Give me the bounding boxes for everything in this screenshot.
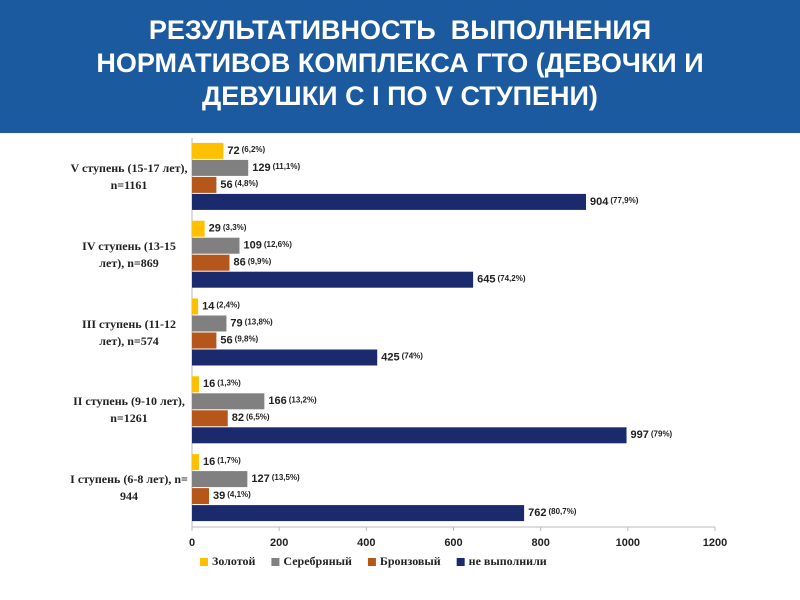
- legend-marker: [367, 558, 376, 566]
- percent-label: (12,6%): [264, 240, 292, 249]
- value-label: 425: [381, 351, 399, 363]
- percent-label: (74%): [402, 352, 424, 361]
- bar: [192, 271, 474, 288]
- legend-marker: [200, 558, 208, 566]
- percent-label: (6,5%): [246, 412, 270, 421]
- chart-title: РЕЗУЛЬТАТИВНОСТЬ ВЫПОЛНЕНИЯ НОРМАТИВОВ К…: [96, 15, 712, 111]
- percent-label: (77,9%): [610, 196, 638, 205]
- bar: [192, 176, 217, 193]
- category-label: I ступень (6-8 лет), n= 944: [70, 472, 188, 504]
- value-label: 904: [590, 196, 609, 208]
- value-label: 79: [230, 317, 242, 329]
- header-band: [0, 0, 800, 133]
- bar: [192, 393, 265, 410]
- category-label: V ступень (15-17 лет), n=1161: [70, 160, 188, 192]
- value-label: 109: [244, 240, 262, 252]
- percent-label: (13,8%): [245, 318, 273, 327]
- category-label: IV ступень (13-15 лет), n=869: [82, 238, 176, 270]
- bar: [192, 505, 525, 522]
- percent-label: (3,3%): [223, 223, 247, 232]
- bar: [192, 332, 217, 349]
- x-tick-label: 200: [270, 537, 288, 549]
- legend-label: Золотой: [212, 554, 255, 568]
- bar: [192, 376, 199, 393]
- legend-marker: [456, 558, 465, 566]
- percent-label: (9,8%): [235, 335, 259, 344]
- percent-label: (13,5%): [272, 473, 300, 482]
- percent-label: (4,8%): [235, 179, 259, 188]
- value-label: 997: [631, 429, 649, 441]
- value-label: 129: [252, 162, 270, 174]
- bar: [192, 159, 249, 176]
- percent-label: (13,2%): [289, 395, 317, 404]
- value-label: 56: [220, 179, 232, 191]
- x-tick-label: 0: [189, 537, 195, 549]
- x-tick-label: 1000: [616, 537, 640, 549]
- value-label: 72: [227, 145, 239, 157]
- percent-label: (11,1%): [273, 162, 301, 171]
- percent-label: (2,4%): [216, 301, 240, 310]
- value-label: 29: [209, 223, 221, 235]
- bar: [192, 142, 224, 159]
- value-label: 56: [220, 334, 232, 346]
- percent-label: (74,2%): [497, 274, 525, 283]
- value-label: 86: [233, 257, 245, 269]
- legend-label: не выполнили: [469, 554, 547, 568]
- bar: [192, 315, 227, 332]
- percent-label: (9,9%): [248, 257, 272, 266]
- x-tick-label: 400: [357, 537, 375, 549]
- bar: [192, 454, 199, 471]
- bar: [192, 410, 228, 427]
- percent-label: (80,7%): [548, 507, 576, 516]
- bar: [192, 298, 199, 315]
- value-label: 645: [477, 274, 495, 286]
- value-label: 166: [268, 395, 286, 407]
- bar: [192, 254, 230, 271]
- percent-label: (4,1%): [227, 490, 251, 499]
- bar: [192, 220, 205, 237]
- legend-marker: [271, 558, 280, 566]
- x-tick-label: 800: [531, 537, 549, 549]
- percent-label: (1,3%): [217, 378, 241, 387]
- x-tick-label: 1200: [703, 537, 727, 549]
- percent-label: (6,2%): [242, 145, 266, 154]
- percent-label: (1,7%): [217, 456, 241, 465]
- bar: [192, 349, 378, 366]
- value-label: 127: [251, 473, 269, 485]
- value-label: 762: [528, 507, 546, 519]
- legend-label: Серебряный: [283, 554, 352, 568]
- value-label: 16: [203, 456, 215, 468]
- value-label: 39: [213, 490, 225, 502]
- bar: [192, 471, 248, 488]
- value-label: 82: [232, 412, 244, 424]
- x-tick-label: 600: [444, 537, 462, 549]
- category-label: III ступень (11-12 лет), n=574: [82, 316, 176, 348]
- bar: [192, 488, 209, 505]
- category-label: II ступень (9-10 лет), n=1261: [73, 394, 185, 426]
- bar: [192, 237, 240, 254]
- percent-label: (79%): [651, 429, 673, 438]
- bar: [192, 193, 586, 210]
- legend-label: Бронзовый: [380, 554, 441, 568]
- bar: [192, 427, 627, 444]
- value-label: 14: [202, 300, 215, 312]
- value-label: 16: [203, 378, 215, 390]
